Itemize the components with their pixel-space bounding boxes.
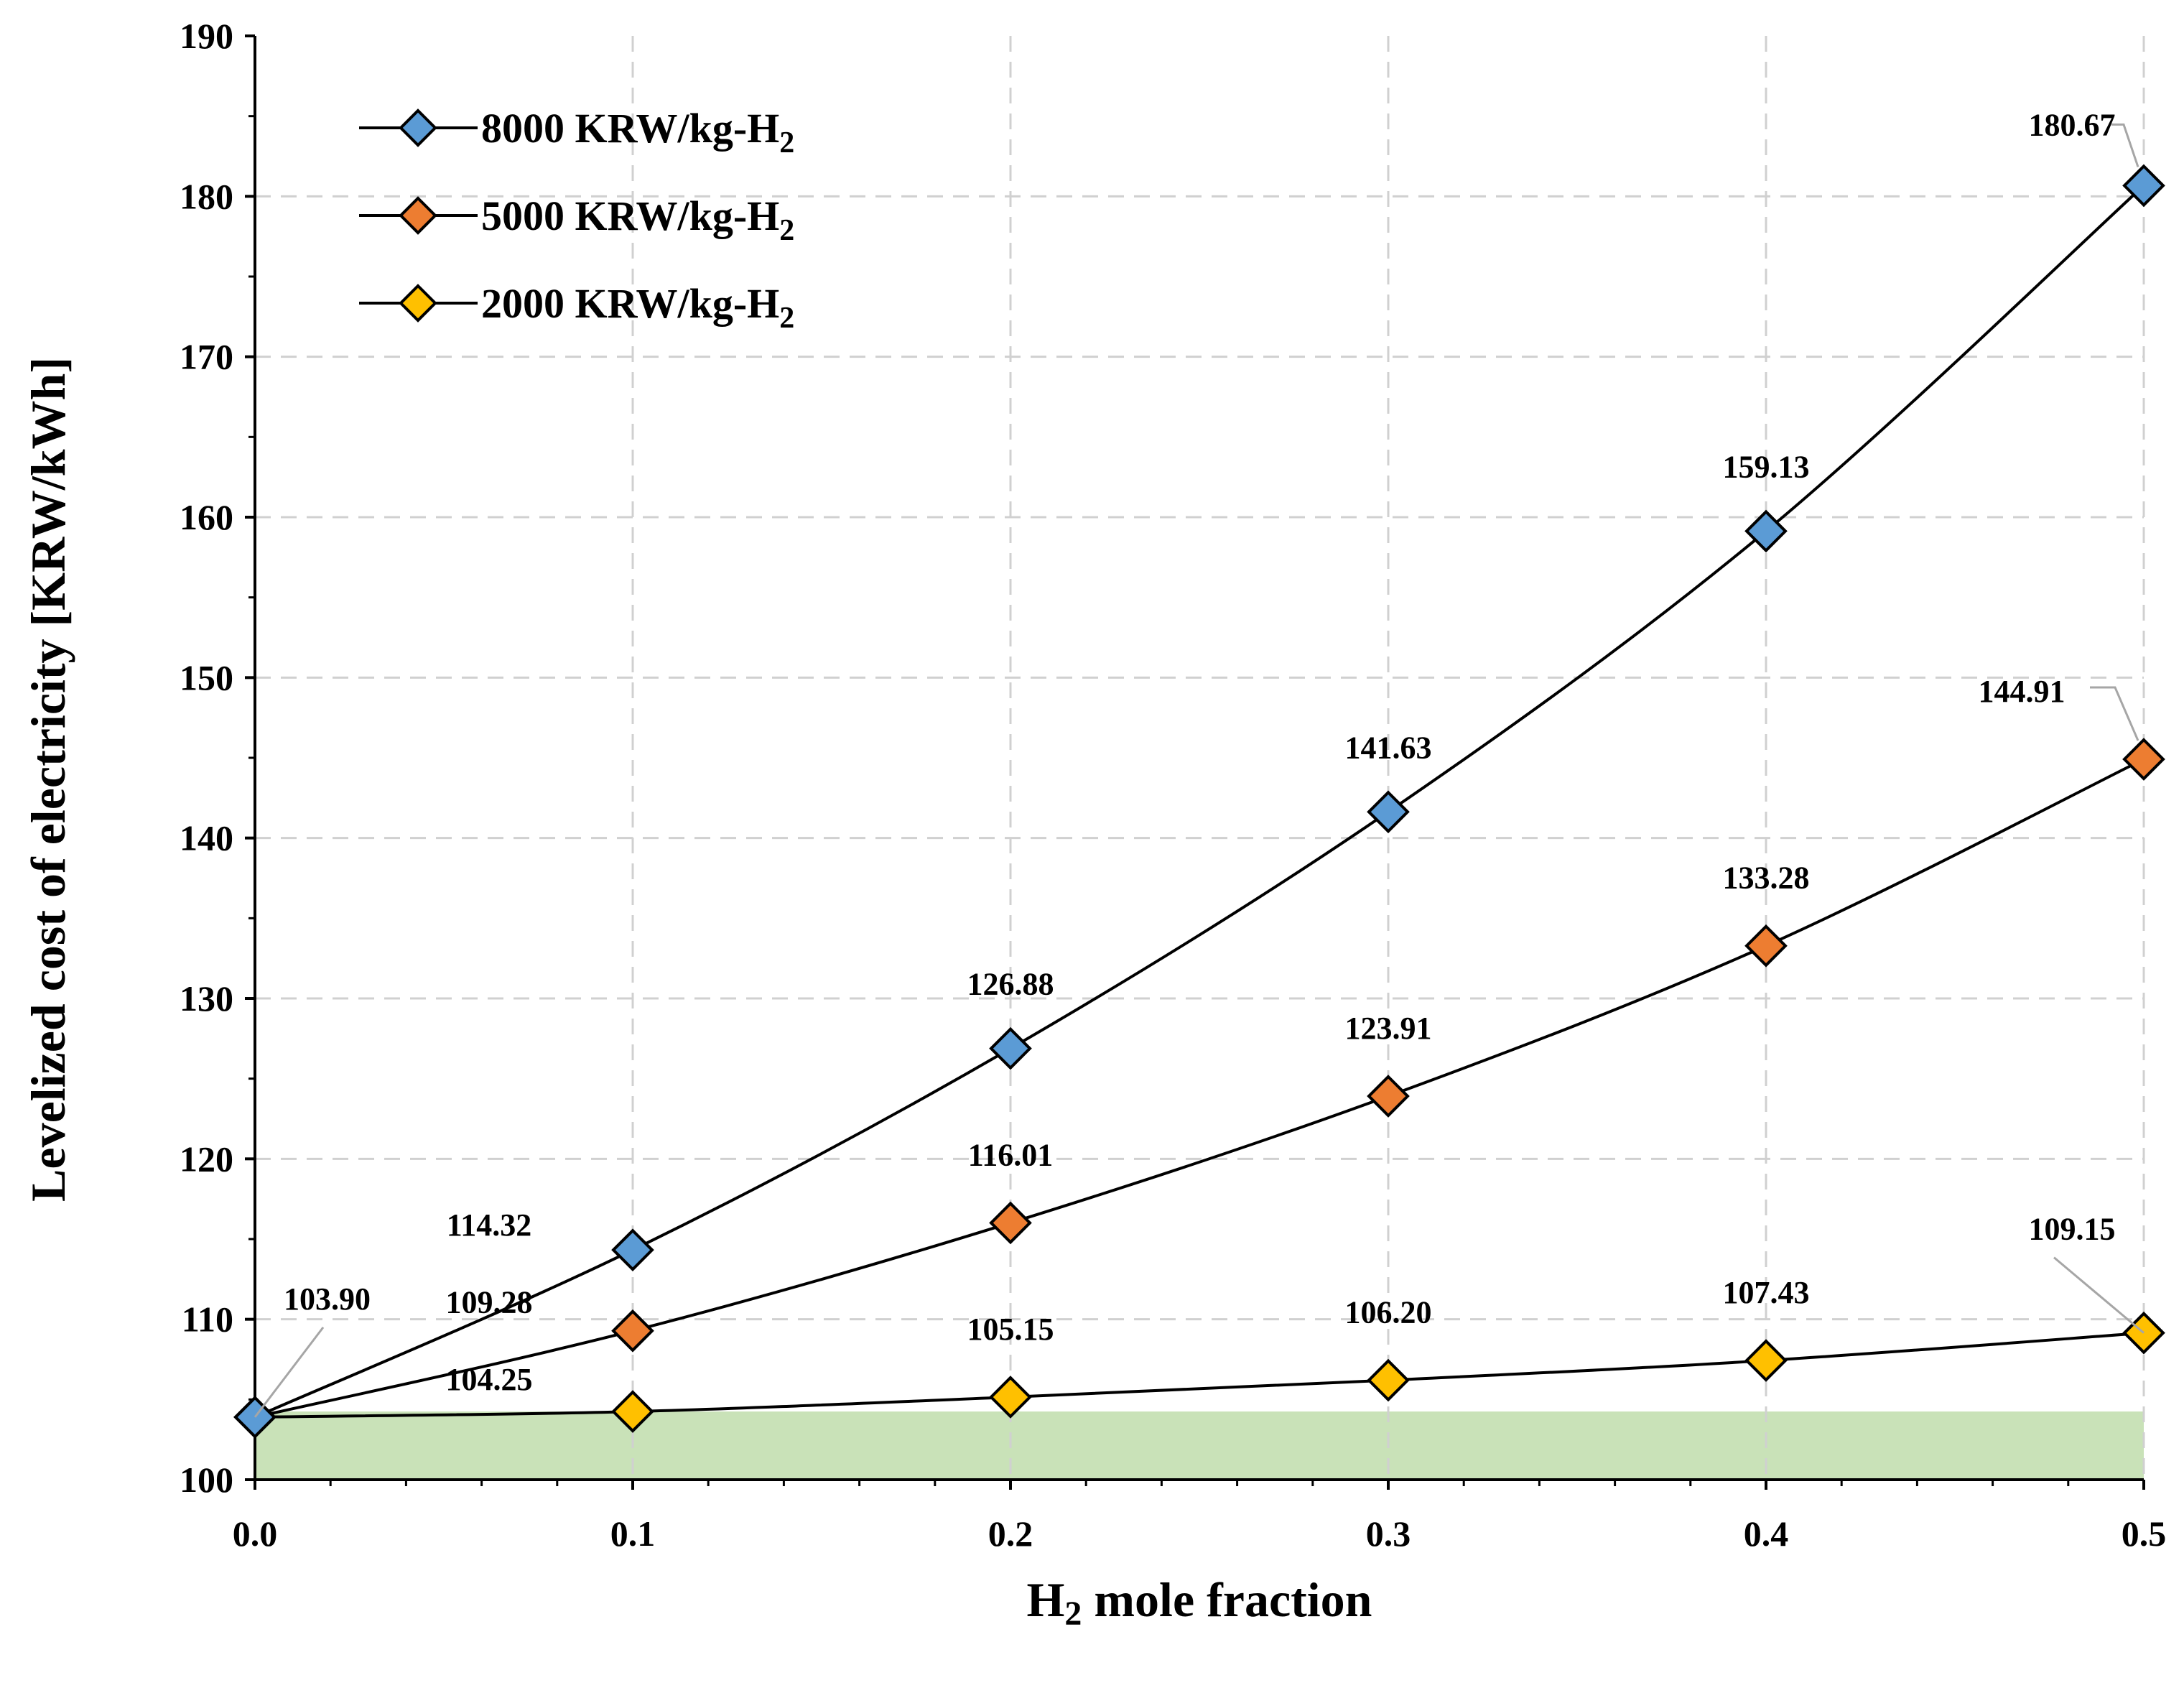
y-tick-label: 110 [182, 1299, 233, 1340]
data-label-h2-5000: 103.90 [284, 1281, 371, 1317]
y-tick-label: 130 [180, 978, 233, 1019]
legend-label-h2-8000: 8000 KRW/kg-H2 [481, 105, 794, 159]
data-point-h2-8000 [611, 1228, 654, 1272]
data-label-h2-8000: 159.13 [1723, 449, 1810, 484]
x-axis-title-rest: mole fraction [1082, 1572, 1372, 1627]
x-axis-title-main: H [1027, 1572, 1065, 1627]
data-label-h2-8000: 141.63 [1345, 730, 1432, 765]
shaded-band-layer [255, 1411, 2144, 1480]
x-tick-label: 0.3 [1366, 1513, 1411, 1554]
data-label-h2-2000: 105.15 [967, 1312, 1054, 1347]
shaded-band [255, 1411, 2144, 1480]
y-tick-label: 150 [180, 657, 233, 697]
series-line-h2-8000 [254, 184, 2145, 1419]
leader-line [2090, 686, 2139, 741]
y-tick-label: 100 [180, 1460, 233, 1500]
legend-label-subscript: 2 [779, 126, 794, 159]
data-point-h2-8000 [1367, 790, 1410, 834]
y-tick-labels: 100 110 120 130 140 150 160 170 180 190 [180, 16, 233, 1500]
data-label-h2-2000: 107.43 [1723, 1275, 1810, 1310]
y-tick-label: 170 [180, 337, 233, 377]
legend-label-subscript: 2 [779, 302, 794, 335]
leader-line [254, 1326, 325, 1418]
grid-layer [255, 36, 2145, 1480]
y-tick-label: 180 [180, 176, 233, 216]
series-line-h2-2000 [254, 1331, 2144, 1419]
data-point-h2-2000 [1367, 1358, 1410, 1402]
legend-label-main: 5000 KRW/kg-H [481, 193, 779, 239]
x-axis-title-subscript: 2 [1064, 1595, 1082, 1633]
data-label-h2-5000: 133.28 [1723, 861, 1810, 896]
legend-label-main: 2000 KRW/kg-H [481, 280, 779, 327]
data-label-h2-8000: 114.32 [447, 1207, 532, 1243]
data-point-h2-8000 [989, 1026, 1032, 1070]
axis-layer [245, 34, 2145, 1490]
data-point-h2-2000 [1744, 1339, 1788, 1382]
data-point-h2-5000 [2122, 738, 2165, 781]
data-point-h2-8000 [2122, 164, 2165, 208]
y-tick-label: 190 [180, 16, 233, 56]
data-point-h2-5000 [1744, 924, 1788, 968]
x-axis-title: H2 mole fraction [1027, 1572, 1372, 1633]
legend-marker-h2-5000 [399, 196, 437, 235]
y-tick-label: 120 [180, 1139, 233, 1179]
legend-marker-h2-2000 [399, 284, 437, 323]
x-tick-label: 0.5 [2122, 1513, 2167, 1554]
data-label-h2-2000: 106.20 [1345, 1295, 1432, 1330]
data-point-h2-8000 [1744, 509, 1788, 553]
data-label-h2-2000: 104.25 [446, 1362, 533, 1397]
x-tick-label: 0.4 [1744, 1513, 1789, 1554]
y-axis-title: Levelized cost of electricity [KRW/kWh] [21, 357, 75, 1202]
data-label-h2-8000: 126.88 [967, 967, 1054, 1002]
legend-label-h2-2000: 2000 KRW/kg-H2 [481, 280, 794, 335]
data-label-h2-5000: 116.01 [968, 1137, 1054, 1172]
data-label-h2-5000: 144.91 [1979, 674, 2065, 709]
legend-label-h2-5000: 5000 KRW/kg-H2 [481, 193, 794, 247]
leader-line [2111, 123, 2139, 167]
x-tick-label: 0.1 [610, 1513, 656, 1554]
data-point-h2-5000 [1367, 1075, 1410, 1118]
data-label-h2-5000: 123.91 [1345, 1011, 1432, 1046]
data-label-h2-2000: 109.15 [2029, 1212, 2116, 1247]
data-label-h2-8000: 180.67 [2029, 107, 2116, 142]
x-tick-label: 0.2 [988, 1513, 1033, 1554]
data-label-h2-5000: 109.28 [446, 1285, 533, 1320]
series-line-h2-5000 [254, 758, 2144, 1419]
legend-label-subscript: 2 [779, 214, 794, 247]
data-label-layer: 114.32 126.88 141.63 159.13 180.67 103.90 109.… [284, 107, 2116, 1397]
y-tick-label: 140 [180, 818, 233, 858]
leader-line [2053, 1256, 2144, 1334]
data-point-h2-5000 [989, 1201, 1032, 1245]
data-point-h2-5000 [611, 1309, 654, 1353]
data-point-h2-2000 [611, 1390, 654, 1433]
leader-line-layer [254, 123, 2144, 1418]
data-point-h2-2000 [989, 1376, 1032, 1419]
legend-marker-h2-8000 [399, 108, 437, 147]
legend-label-main: 8000 KRW/kg-H [481, 105, 779, 152]
x-tick-labels: 0.0 0.1 0.2 0.3 0.4 0.5 [233, 1513, 2167, 1554]
x-tick-label: 0.0 [233, 1513, 278, 1554]
y-tick-label: 160 [180, 497, 233, 537]
